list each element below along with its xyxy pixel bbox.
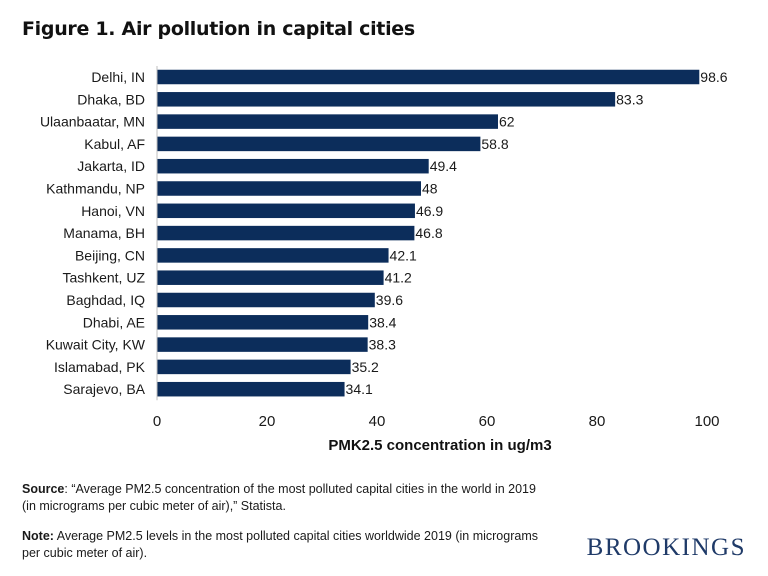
x-tick-label: 40 [369, 413, 386, 430]
value-label: 41.2 [385, 270, 412, 286]
value-labels: 98.6 83.3 62 58.8 49.4 48 46.9 46.8 42.1 41.2 39.6… [346, 69, 728, 397]
source-label: Source [22, 482, 65, 496]
bar [157, 114, 498, 129]
brookings-logo: BROOKINGS [586, 534, 746, 561]
bar [157, 203, 415, 219]
category-label: Hanoi, VN [81, 203, 145, 219]
value-label: 38.4 [369, 314, 396, 330]
bar-chart: Delhi, IN Dhaka, BD Ulaanbaatar, MN Kabul, … [40, 66, 728, 454]
category-label: Dhaka, BD [77, 91, 145, 107]
bar [157, 337, 368, 352]
bar [157, 225, 415, 241]
category-label: Islamabad, PK [54, 359, 146, 375]
note-text: Average PM2.5 levels in the most pollute… [22, 529, 538, 560]
bar [157, 158, 429, 174]
category-label: Beijing, CN [75, 247, 145, 263]
value-label: 38.3 [369, 337, 396, 353]
x-tick-label: 100 [694, 413, 719, 430]
source-note: Source: “Average PM2.5 concentration of … [22, 481, 542, 514]
bar [157, 69, 700, 85]
value-label: 49.4 [430, 158, 457, 174]
x-axis-title: PMK2.5 concentration in ug/m3 [328, 437, 551, 454]
bar [157, 181, 421, 196]
bars-group [157, 69, 700, 397]
x-tick-label: 80 [589, 413, 606, 430]
category-label: Delhi, IN [91, 69, 145, 85]
category-labels: Delhi, IN Dhaka, BD Ulaanbaatar, MN Kabul, … [40, 69, 146, 397]
category-label: Kathmandu, NP [46, 181, 145, 197]
value-label: 98.6 [700, 69, 727, 85]
note-label: Note: [22, 529, 54, 543]
bar [157, 270, 384, 285]
category-label: Tashkent, UZ [63, 270, 146, 286]
value-label: 46.9 [416, 203, 443, 219]
value-label: 83.3 [616, 91, 643, 107]
bar [157, 315, 369, 330]
category-label: Baghdad, IQ [66, 292, 145, 308]
value-label: 58.8 [481, 136, 508, 152]
category-label: Sarajevo, BA [63, 381, 145, 397]
bar [157, 92, 616, 107]
category-label: Ulaanbaatar, MN [40, 114, 145, 130]
x-tick-label: 20 [259, 413, 276, 430]
bar [157, 136, 481, 152]
bar [157, 381, 345, 397]
value-label: 39.6 [376, 292, 403, 308]
chart-title: Figure 1. Air pollution in capital citie… [22, 18, 415, 40]
source-text: : “Average PM2.5 concentration of the mo… [22, 482, 536, 513]
value-label: 35.2 [352, 359, 379, 375]
category-label: Manama, BH [63, 225, 145, 241]
category-label: Jakarta, ID [77, 158, 145, 174]
note-text-block: Note: Average PM2.5 levels in the most p… [22, 528, 542, 561]
x-tick-label: 60 [479, 413, 496, 430]
value-label: 46.8 [415, 225, 442, 241]
bar [157, 359, 351, 375]
x-tick-label: 0 [153, 413, 161, 430]
category-label: Kabul, AF [84, 136, 145, 152]
bar [157, 292, 375, 308]
value-label: 62 [499, 114, 515, 130]
bar [157, 248, 389, 263]
value-label: 48 [422, 181, 438, 197]
category-label: Dhabi, AE [83, 314, 145, 330]
category-label: Kuwait City, KW [46, 337, 146, 353]
value-label: 42.1 [390, 247, 417, 263]
x-tick-labels: 0 20 40 60 80 100 [153, 413, 720, 430]
value-label: 34.1 [346, 381, 373, 397]
